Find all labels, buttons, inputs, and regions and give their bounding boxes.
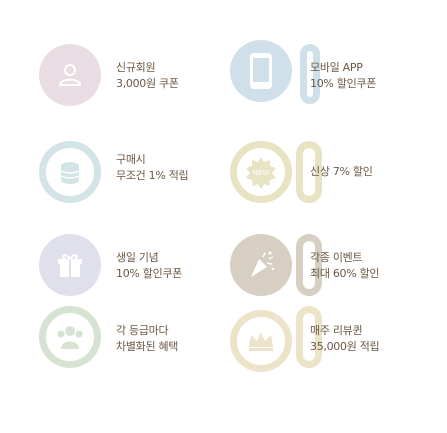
svg-text:NEW: NEW <box>253 169 270 177</box>
benefit-detail: 3,000원 쿠폰 <box>116 77 179 90</box>
benefit-title: 구매시 <box>116 153 146 166</box>
benefit-detail: 차별화된 혜택 <box>116 340 179 353</box>
benefit-detail: 최대 60% 할인 <box>310 267 380 280</box>
smartphone-icon <box>250 53 272 89</box>
benefit-title: 신상 7% 할인 <box>310 165 373 178</box>
coins-icon <box>60 162 80 184</box>
new-product-side-ring <box>296 141 322 203</box>
gift-icon <box>58 254 82 277</box>
benefit-title: 각 등급마다 <box>116 324 169 337</box>
new-badge-icon: NEW <box>246 157 276 189</box>
new-product-icon-circle: NEW <box>230 141 292 203</box>
benefit-title: 매주 리뷰퀸 <box>310 324 363 337</box>
benefit-detail: 10% 할인쿠폰 <box>116 267 183 280</box>
benefit-title: 생일 기념 <box>116 251 159 264</box>
review-icon-circle <box>230 310 292 372</box>
grade-icon-circle <box>39 306 101 368</box>
crown-icon <box>249 332 273 351</box>
events-side-ring <box>296 234 322 296</box>
benefit-title: 각종 이벤트 <box>310 251 363 264</box>
mobile-app-icon-circle <box>230 40 292 102</box>
benefit-detail: 10% 할인쿠폰 <box>310 77 377 90</box>
mobile-app-side-ring <box>300 44 320 104</box>
events-icon-circle <box>230 234 292 296</box>
birthday-icon-circle <box>39 234 101 296</box>
benefit-title: 모바일 APP <box>310 61 363 74</box>
people-icon <box>57 326 83 349</box>
party-popper-icon <box>251 251 275 277</box>
review-side-ring <box>296 306 322 368</box>
benefit-title: 신규회원 <box>116 61 156 74</box>
purchase-icon-circle <box>39 141 101 203</box>
signup-icon-circle <box>39 44 101 106</box>
benefit-detail: 무조건 1% 적립 <box>116 169 189 182</box>
user-icon <box>58 64 82 86</box>
benefit-detail: 35,000원 적립 <box>310 340 380 353</box>
